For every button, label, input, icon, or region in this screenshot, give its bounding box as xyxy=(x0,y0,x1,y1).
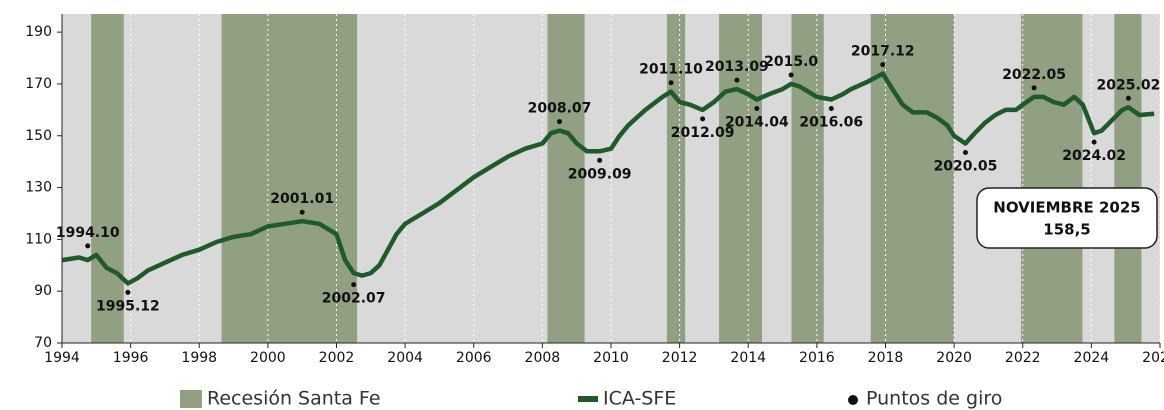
turning-point xyxy=(597,157,603,163)
turning-point xyxy=(1091,139,1097,145)
legend-swatch xyxy=(180,390,202,408)
x-tick-label: 2014 xyxy=(730,350,766,366)
legend-swatch xyxy=(848,395,858,405)
recession-band xyxy=(221,14,358,343)
turning-point-label: 1994.10 xyxy=(56,225,120,241)
x-tick-label: 2010 xyxy=(593,350,629,366)
recession-band xyxy=(870,14,955,343)
recession-band xyxy=(547,14,585,343)
turning-point xyxy=(1031,85,1037,91)
turning-point-label: 2001.01 xyxy=(270,191,334,207)
y-tick-label: 130 xyxy=(25,180,52,196)
legend-label: ICA-SFE xyxy=(603,388,676,410)
turning-point-label: 2024.02 xyxy=(1062,148,1126,164)
turning-point xyxy=(700,116,706,122)
recession-band xyxy=(1114,14,1142,343)
y-tick-label: 150 xyxy=(25,128,52,144)
turning-point xyxy=(880,62,886,68)
recession-band xyxy=(91,14,124,343)
x-tick-label: 2018 xyxy=(868,350,904,366)
callout-value: 158,5 xyxy=(1043,221,1090,239)
turning-point xyxy=(788,72,794,78)
turning-point-label: 1995.12 xyxy=(96,298,160,314)
series-line xyxy=(61,71,1155,286)
turning-point-label: 2002.07 xyxy=(322,291,386,307)
legend-label: Puntos de giro xyxy=(866,388,1002,410)
turning-point-label: 2013.09 xyxy=(705,59,769,75)
y-tick-label: 170 xyxy=(25,76,52,92)
turning-point-label: 2008.07 xyxy=(528,101,592,117)
x-tick-label: 2002 xyxy=(319,350,355,366)
turning-point-label: 2016.06 xyxy=(799,114,863,130)
y-tick-label: 110 xyxy=(25,231,52,247)
turning-point-label: 2009.09 xyxy=(568,166,632,182)
turning-point-label: 2025.02 xyxy=(1097,77,1161,93)
x-tick-label: 2026 xyxy=(1142,350,1164,366)
turning-point xyxy=(85,243,91,249)
turning-point xyxy=(299,209,305,215)
x-tick-label: 2012 xyxy=(662,350,698,366)
x-tick-label: 2004 xyxy=(387,350,423,366)
turning-point-label: 2020.05 xyxy=(934,159,998,175)
turning-point xyxy=(734,77,740,83)
turning-point xyxy=(962,150,968,156)
x-tick-label: 2000 xyxy=(250,350,286,366)
turning-point xyxy=(1125,95,1131,101)
y-tick-label: 70 xyxy=(34,335,52,351)
legend-label: Recesión Santa Fe xyxy=(207,388,381,410)
x-tick-label: 2022 xyxy=(1005,350,1041,366)
legend-swatch xyxy=(578,396,598,402)
turning-point-label: 2015.0 xyxy=(764,54,818,70)
turning-point-label: 2012.09 xyxy=(671,125,735,141)
x-tick-label: 1994 xyxy=(44,350,80,366)
turning-point xyxy=(351,282,357,288)
recession-band xyxy=(791,14,824,343)
x-tick-label: 1998 xyxy=(181,350,217,366)
recession-band xyxy=(719,14,762,343)
turning-point xyxy=(557,119,563,125)
turning-point-label: 2022.05 xyxy=(1002,67,1066,83)
x-tick-label: 2008 xyxy=(525,350,561,366)
turning-point xyxy=(125,289,131,295)
turning-point-label: 2017.12 xyxy=(851,44,915,60)
x-tick-label: 2006 xyxy=(456,350,492,366)
x-tick-label: 2020 xyxy=(936,350,972,366)
x-tick-label: 2016 xyxy=(799,350,835,366)
x-tick-label: 1996 xyxy=(113,350,149,366)
y-tick-label: 90 xyxy=(34,283,52,299)
turning-point-label: 2014.04 xyxy=(725,114,789,130)
turning-point xyxy=(754,105,760,111)
callout-box xyxy=(976,187,1158,249)
turning-point xyxy=(668,80,674,86)
x-tick-label: 2024 xyxy=(1074,350,1110,366)
recession-band xyxy=(1021,14,1083,343)
callout-title: NOVIEMBRE 2025 xyxy=(993,199,1140,217)
turning-point-label: 2011.10 xyxy=(639,62,703,78)
recession-band xyxy=(666,14,686,343)
y-tick-label: 190 xyxy=(25,24,52,40)
turning-point xyxy=(828,105,834,111)
